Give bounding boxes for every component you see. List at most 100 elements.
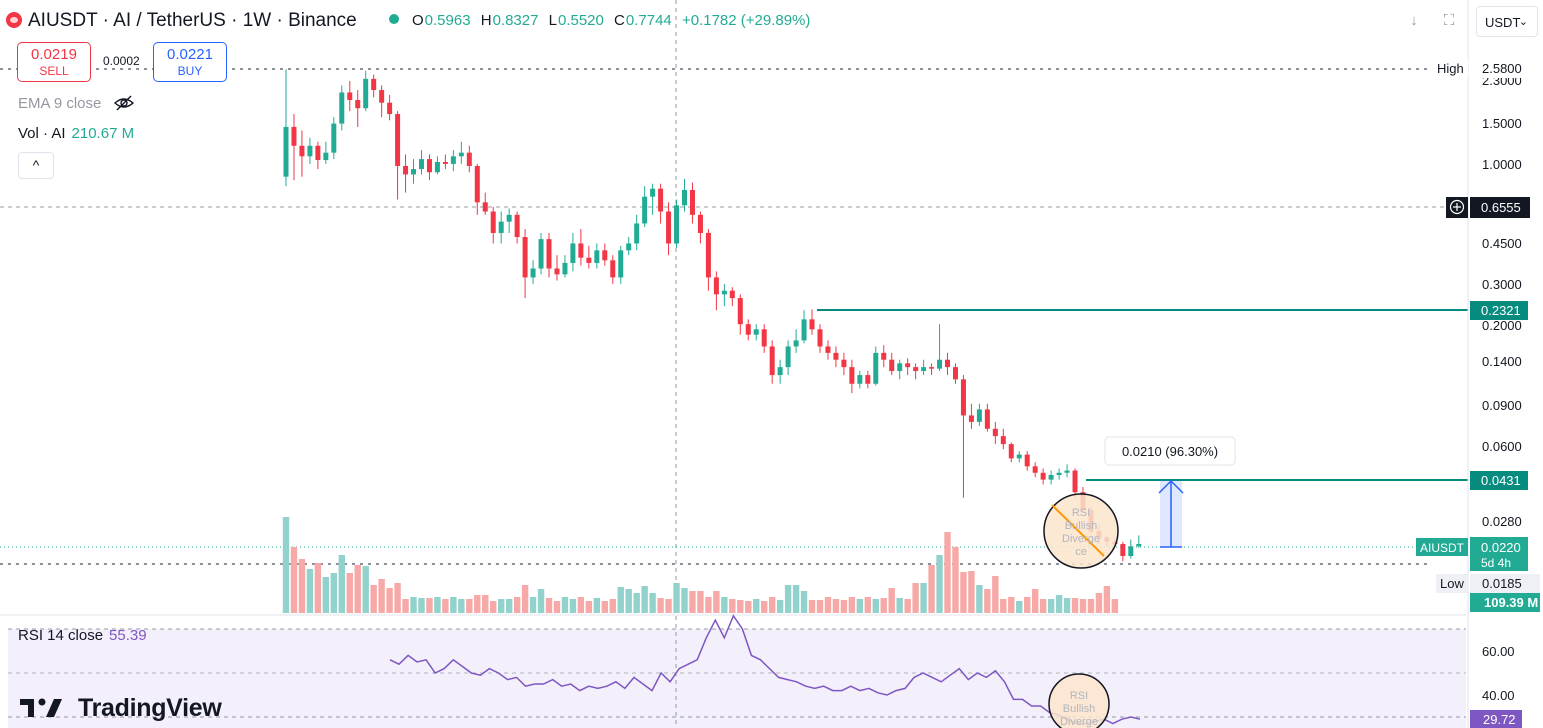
candle-body [466, 152, 472, 166]
symbol-tag-bg [1416, 538, 1468, 556]
rsi-divergence-callout[interactable]: RSI Bullish Diverge ce [1043, 493, 1119, 569]
callout-line-3: Diverge [1062, 533, 1100, 545]
volume-bar [864, 597, 872, 613]
volume-bar [792, 585, 800, 613]
bar-countdown: 5d 4h [1481, 556, 1511, 570]
symbol-title[interactable]: AIUSDT · AI / TetherUS · 1W · Binance [28, 10, 357, 31]
volume-bar [1111, 599, 1119, 613]
volume-bar [577, 597, 585, 613]
axis-tick: 1.5000 [1482, 116, 1522, 131]
rsi-divergence-callout-lower[interactable]: RSI Bullish Diverge [1048, 673, 1110, 728]
plus-icon[interactable] [1449, 199, 1465, 215]
candle-body [522, 237, 528, 278]
buy-button[interactable]: 0.0221 BUY [153, 42, 227, 82]
last-price-bg [1470, 537, 1528, 571]
candle-body [697, 214, 703, 233]
volume-bar [490, 601, 497, 613]
candle-body [793, 340, 799, 347]
chevron-down-icon: ⌄ [1518, 16, 1528, 28]
candle-body [729, 290, 735, 299]
volume-bar [466, 599, 473, 613]
volume-bar [960, 572, 967, 613]
ohlc-high: 0.8327 [492, 12, 539, 29]
volume-legend[interactable]: Vol · AI 210.67 M [18, 125, 134, 142]
volume-bar [346, 573, 353, 613]
rsi-legend[interactable]: RSI 14 close 55.39 [18, 627, 147, 644]
volume-bar [1024, 597, 1031, 613]
volume-bar [1087, 599, 1095, 613]
volume-bar [569, 599, 577, 613]
volume-bar [322, 577, 330, 613]
candle-body [291, 126, 297, 146]
candle-body [411, 169, 417, 175]
volume-bar [330, 573, 338, 613]
candle-body [554, 268, 560, 275]
volume-bar [354, 565, 361, 613]
candle-body [458, 152, 464, 157]
volume-bar [617, 587, 624, 613]
volume-bar [681, 588, 688, 613]
volume-bar [641, 586, 648, 613]
candle-body [913, 367, 919, 372]
volume-bar [920, 583, 927, 613]
volume-bar [928, 565, 935, 613]
currency-selector[interactable]: USDT ⌄ [1476, 6, 1538, 37]
volume-bar [513, 597, 521, 613]
volume-bar [585, 601, 593, 613]
candle-body [610, 260, 616, 278]
callout-line-4: ce [1075, 546, 1087, 558]
volume-bar [649, 593, 656, 613]
level-tag-lower-bg [1470, 471, 1528, 490]
price-axis[interactable]: 2.3000 1.5000 1.0000 0.4500 0.3000 0.200… [1416, 0, 1540, 728]
fullscreen-icon[interactable]: ⛶ [1443, 12, 1455, 29]
volume-bar [609, 599, 616, 613]
volume-bar [561, 597, 569, 613]
sell-button[interactable]: 0.0219 SELL [17, 42, 91, 82]
volume-bar [338, 555, 345, 613]
rsi-callout-line-2: Bullish [1063, 703, 1095, 715]
volume-bar [545, 598, 553, 613]
volume-bar [314, 563, 322, 613]
candle-body [442, 161, 448, 164]
ohlc-legend: O0.5963 H0.8327 L0.5520 C0.7744 +0.1782 … [412, 12, 816, 29]
ema-legend[interactable]: EMA 9 close [18, 95, 102, 112]
tradingview-logo[interactable]: TradingView [20, 694, 222, 722]
volume-bar [737, 600, 744, 613]
candle-body [658, 188, 664, 212]
candle-body [1040, 472, 1046, 480]
volume-bar [410, 597, 417, 613]
candle-body [642, 196, 648, 224]
volume-bar [697, 591, 704, 613]
volume-bar [394, 583, 401, 613]
symbol-logo-icon[interactable] [6, 12, 22, 28]
volume-bar [402, 599, 409, 613]
candle-body [562, 262, 568, 275]
volume-bar [362, 566, 369, 613]
hidden-eye-icon[interactable] [113, 94, 135, 112]
symbol-tag: AIUSDT [1420, 541, 1465, 555]
volume-bar [944, 532, 951, 613]
candle-body [929, 367, 935, 369]
candle-body [889, 359, 895, 372]
candle-body [634, 223, 640, 244]
ohlc-open: 0.5963 [424, 12, 471, 29]
volume-bar [896, 598, 903, 613]
download-icon[interactable]: ↓ [1410, 12, 1418, 29]
candle-body [960, 379, 966, 416]
candle-body [498, 221, 504, 233]
candles [283, 69, 1142, 562]
volume-bar [505, 599, 513, 613]
volume-bar [952, 547, 959, 613]
volume-bar [745, 601, 752, 613]
crosshair-price-bg [1470, 197, 1530, 218]
candle-body [945, 359, 951, 368]
candle-body [355, 100, 361, 109]
volume-bar [824, 597, 832, 613]
volume-bar [1047, 599, 1055, 613]
collapse-legend-button[interactable]: ^ [18, 152, 54, 179]
candle-body [331, 123, 337, 153]
volume-bar [721, 597, 728, 613]
candle-body [299, 145, 305, 157]
axis-tick: 0.0280 [1482, 514, 1522, 529]
